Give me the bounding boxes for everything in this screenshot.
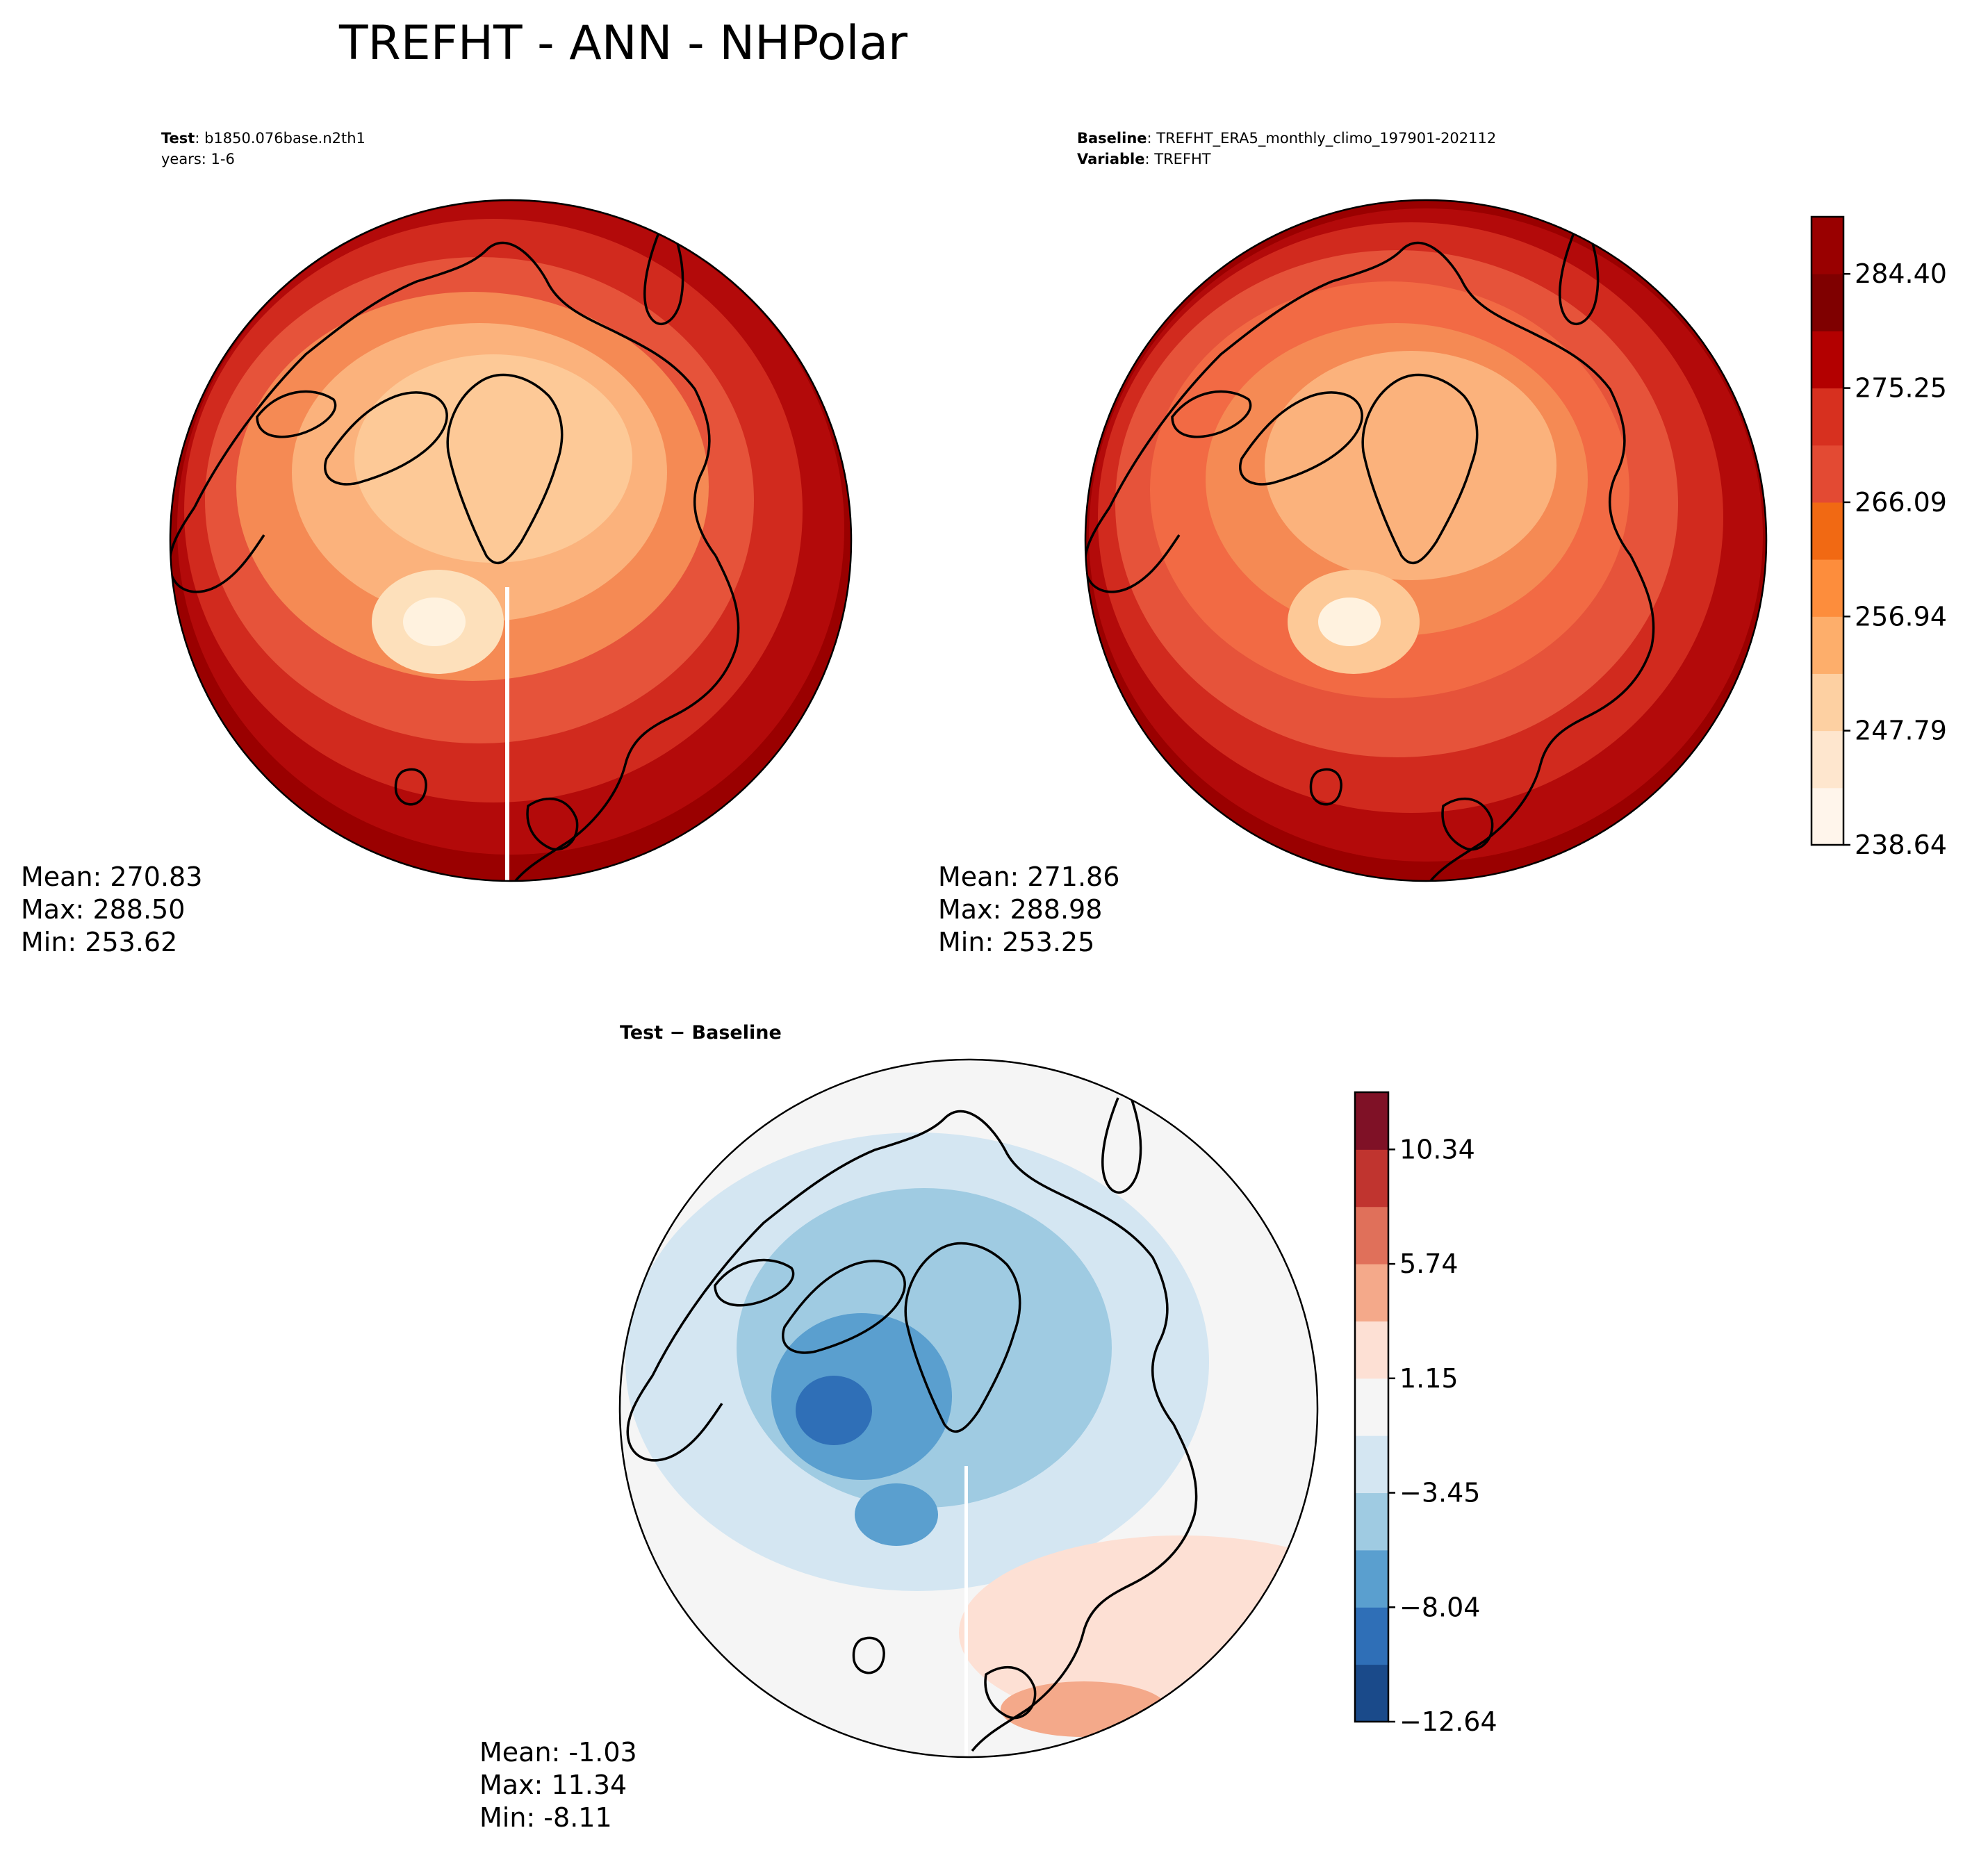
baseline-stat-max: Max: 288.98: [938, 894, 1102, 925]
baseline-map: [1085, 200, 1766, 881]
baseline-label-text: : TREFHT_ERA5_monthly_climo_197901-20211…: [1147, 130, 1497, 147]
diff-stat-min: Min: -8.11: [479, 1802, 612, 1833]
diff-map: [620, 1060, 1317, 1757]
diff-colorbar-band-3: [1355, 1492, 1388, 1551]
diff-colorbar-tick-label-1: −8.04: [1399, 1592, 1480, 1622]
baseline-panel: Baseline: TREFHT_ERA5_monthly_climo_1979…: [938, 130, 1768, 957]
main-colorbar-tick-label-2: 256.94: [1855, 601, 1947, 632]
diff-colorbar-band-7: [1355, 1264, 1388, 1321]
test-panel: Test: b1850.076base.n2th1 years: 1-6 Mea…: [21, 130, 853, 957]
diff-colorbar-band-1: [1355, 1607, 1388, 1665]
main-colorbar-band-9: [1812, 274, 1843, 331]
diff-title: Test − Baseline: [620, 1022, 782, 1044]
test-map-greenland-2: [403, 598, 466, 646]
baseline-map-greenland-2: [1318, 598, 1381, 646]
diff-colorbar-band-10: [1355, 1092, 1388, 1150]
baseline-label: Baseline: TREFHT_ERA5_monthly_climo_1979…: [1077, 130, 1496, 147]
diff-map-blue-4: [796, 1376, 872, 1445]
test-map: [170, 200, 851, 881]
main-colorbar-band-8: [1812, 331, 1843, 389]
test-map-seam: [505, 587, 509, 881]
diff-colorbar-tick-label-0: −12.64: [1399, 1706, 1497, 1737]
main-colorbar-tick-label-5: 284.40: [1855, 258, 1947, 289]
diff-colorbar-band-8: [1355, 1206, 1388, 1265]
main-colorbar-border: [1810, 215, 1845, 846]
test-stat-max: Max: 288.50: [21, 894, 185, 925]
diff-map-blue-greenland: [855, 1483, 938, 1546]
diff-colorbar-band-9: [1355, 1149, 1388, 1208]
main-colorbar-tick-label-4: 275.25: [1855, 373, 1947, 404]
baseline-variable-text: : TREFHT: [1144, 151, 1210, 167]
diff-colorbar: −12.64 −8.04 −3.45 1.15 5.74 10.34: [1354, 1091, 1497, 1737]
diff-colorbar-band-6: [1355, 1321, 1388, 1379]
diff-colorbar-tick-label-3: 1.15: [1399, 1363, 1459, 1394]
diff-map-seam: [964, 1466, 968, 1757]
baseline-variable: Variable: TREFHT: [1077, 151, 1211, 167]
test-label: Test: b1850.076base.n2th1: [161, 130, 365, 147]
main-colorbar-band-7: [1812, 388, 1843, 446]
diff-stat-max: Max: 11.34: [479, 1770, 627, 1800]
main-colorbar-band-1: [1812, 730, 1843, 789]
main-colorbar-band-6: [1812, 445, 1843, 503]
diff-colorbar-tick-label-2: −3.45: [1399, 1478, 1480, 1508]
baseline-stat-min: Min: 253.25: [938, 927, 1094, 957]
diff-stat-mean: Mean: -1.03: [479, 1737, 637, 1768]
test-map-border: [169, 199, 853, 882]
main-colorbar-band-4: [1812, 559, 1843, 617]
diff-colorbar-band-2: [1355, 1549, 1388, 1608]
main-colorbar-tick-label-0: 238.64: [1855, 830, 1947, 860]
main-colorbar-band-10: [1812, 217, 1843, 274]
diff-colorbar-tick-label-4: 5.74: [1399, 1249, 1459, 1279]
baseline-stat-mean: Mean: 271.86: [938, 862, 1119, 892]
main-colorbar-band-5: [1812, 502, 1843, 560]
baseline-map-ring-7: [1265, 351, 1556, 580]
main-colorbar-band-0: [1812, 787, 1843, 846]
diff-colorbar-band-4: [1355, 1435, 1388, 1494]
test-label-text: : b1850.076base.n2th1: [195, 130, 365, 147]
test-years: years: 1-6: [161, 151, 235, 167]
diff-colorbar-band-5: [1355, 1378, 1388, 1436]
diff-map-border: [618, 1058, 1319, 1759]
figure-title: TREFHT - ANN - NHPolar: [338, 16, 907, 71]
diff-colorbar-border: [1354, 1091, 1390, 1723]
test-stat-mean: Mean: 270.83: [21, 862, 202, 892]
baseline-map-border: [1084, 199, 1768, 882]
diff-colorbar-band-0: [1355, 1664, 1388, 1722]
diff-colorbar-tick-label-5: 10.34: [1399, 1134, 1475, 1164]
main-colorbar: 238.64 247.79 256.94 266.09 275.25 284.40: [1810, 215, 1947, 860]
main-colorbar-tick-label-1: 247.79: [1855, 716, 1947, 746]
main-colorbar-band-2: [1812, 673, 1843, 732]
main-colorbar-band-3: [1812, 616, 1843, 674]
test-stat-min: Min: 253.62: [21, 927, 177, 957]
diff-panel: Test − Baseline Mean: -1.03 Max: 11.34 M…: [479, 1022, 1319, 1833]
baseline-label-bold: Baseline: [1077, 130, 1147, 147]
baseline-variable-bold: Variable: [1077, 151, 1144, 167]
main-colorbar-tick-label-3: 266.09: [1855, 487, 1947, 518]
test-label-bold: Test: [161, 130, 195, 147]
test-map-ring-7: [354, 354, 632, 563]
